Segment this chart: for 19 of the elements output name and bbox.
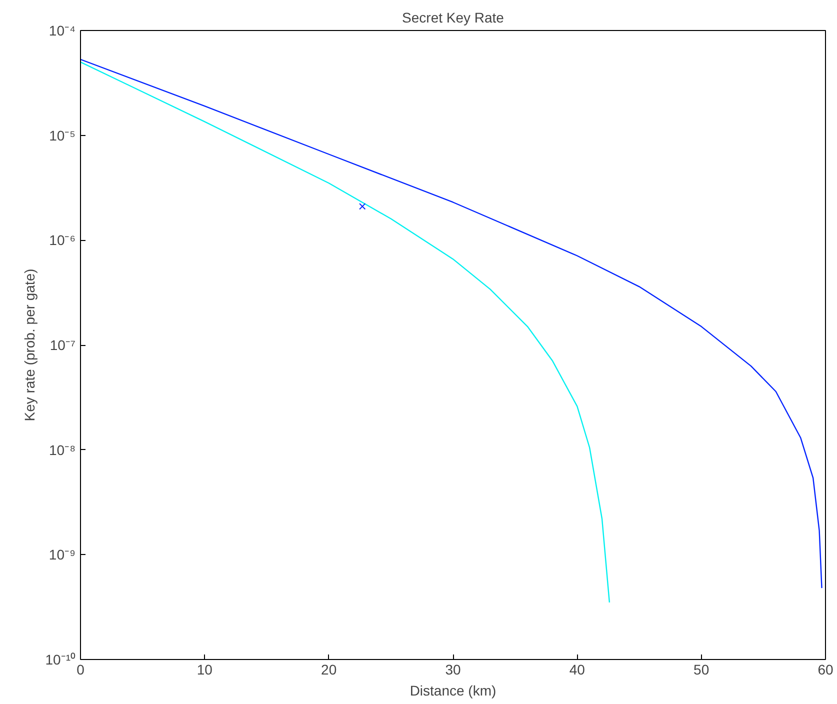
y-tick-label: 10⁻⁶ xyxy=(49,232,76,248)
y-tick-label: 10⁻⁵ xyxy=(49,127,76,144)
x-tick-label: 10 xyxy=(196,662,213,678)
line-series xyxy=(80,58,822,589)
chart-title: Secret Key Rate xyxy=(402,10,504,26)
x-tick-label: 20 xyxy=(321,662,337,678)
x-axis-title: Distance (km) xyxy=(410,682,496,698)
x-tick-label: 30 xyxy=(445,662,461,678)
x-tick-label: 40 xyxy=(569,662,586,678)
x-tick-label: 60 xyxy=(818,662,834,678)
y-tick-label: 10⁻⁸ xyxy=(49,442,76,458)
line-series xyxy=(80,61,610,604)
y-tick-label: 10⁻¹⁰ xyxy=(45,652,76,668)
y-axis-title: Key rate (prob. per gate) xyxy=(21,268,38,422)
x-tick-label: 50 xyxy=(694,662,710,678)
y-tick-label: 10⁻⁷ xyxy=(50,337,76,353)
y-tick-label: 10⁻⁹ xyxy=(48,546,76,563)
x-tick-label: 0 xyxy=(76,662,85,678)
y-tick-label: 10⁻⁴ xyxy=(48,22,76,38)
